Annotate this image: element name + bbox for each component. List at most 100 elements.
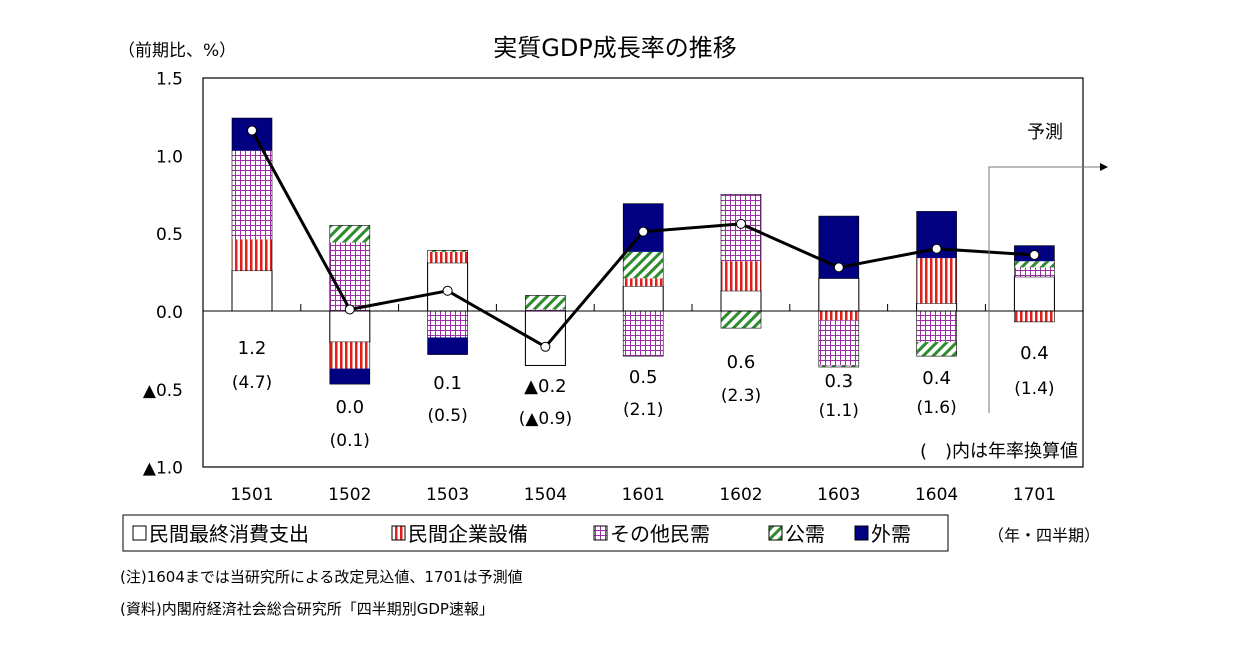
bar-1603-series-3	[818, 365, 859, 368]
bar-1604-series-2	[916, 311, 957, 343]
bar-1602-series-1	[721, 261, 761, 291]
legend-item: 民間最終消費支出	[149, 522, 309, 546]
x-tick-label: 1603	[817, 485, 860, 505]
data-label: 0.1	[433, 373, 462, 394]
bar-outline	[916, 211, 957, 357]
legend	[122, 514, 949, 552]
bar-outline	[622, 203, 664, 357]
y-tick-label: ▲0.5	[143, 381, 183, 401]
growth-point	[442, 285, 453, 296]
annual-label: (2.3)	[721, 386, 761, 406]
bar-1601-series-3	[623, 251, 664, 279]
growth-point	[1029, 249, 1040, 260]
bar-1503-series-3	[427, 250, 468, 252]
annual-label: (4.7)	[232, 373, 272, 393]
x-tick-label: 1503	[426, 485, 469, 505]
y-tick-label: 1.5	[156, 70, 183, 90]
bar-outline	[1014, 245, 1055, 323]
annual-label: (▲0.9)	[519, 409, 572, 429]
data-label: 0.3	[824, 371, 853, 392]
legend-item: その他民需	[610, 522, 710, 546]
note-2: (資料)内閣府経済社会総合研究所「四半期別GDP速報」	[120, 600, 494, 618]
bar-1701-series-2	[1014, 267, 1055, 277]
y-tick-label: 0.0	[156, 303, 183, 323]
legend-item: 公需	[785, 522, 825, 546]
x-tick-label: 1502	[328, 485, 371, 505]
bar-1504-series-2	[525, 309, 566, 311]
bar-1604-series-0	[916, 302, 958, 312]
forecast-label: 予測	[1027, 122, 1063, 143]
growth-point	[833, 262, 844, 273]
bar-1502-series-1	[329, 342, 370, 369]
bar-outline	[720, 194, 762, 329]
bar-1502-series-4	[329, 368, 370, 385]
data-label: 0.6	[727, 352, 756, 373]
bar-1501-series-0	[231, 270, 273, 312]
legend-swatch	[391, 525, 406, 541]
bar-1701-series-1	[1014, 311, 1055, 322]
annual-label: (0.1)	[330, 431, 370, 451]
legend-swatch	[132, 525, 147, 541]
bar-1603-series-2	[818, 320, 859, 366]
bar-1603-series-1	[818, 311, 859, 321]
bar-1701-series-0	[1013, 276, 1055, 312]
data-label: ▲0.2	[524, 376, 566, 397]
bar-1601-series-2	[623, 311, 664, 357]
x-tick-label: 1601	[622, 485, 665, 505]
bar-1504-series-3	[525, 295, 566, 310]
y-tick-label: 0.5	[156, 225, 183, 245]
y-tick-label: ▲1.0	[143, 459, 183, 479]
legend-swatch	[593, 525, 608, 541]
bar-1503-series-2	[427, 311, 468, 338]
bar-1502-series-2	[329, 242, 370, 311]
annual-label: (0.5)	[427, 406, 467, 426]
annual-note: ( )内は年率換算値	[920, 441, 1078, 462]
data-label: 0.0	[335, 397, 364, 418]
growth-point	[931, 243, 942, 254]
legend-item: 民間企業設備	[408, 522, 528, 546]
bar-1701-series-3	[1014, 261, 1055, 268]
annual-label: (1.6)	[916, 398, 956, 418]
forecast-arrow-icon	[1100, 163, 1108, 171]
data-label: 1.2	[238, 338, 267, 359]
annual-label: (1.1)	[819, 401, 859, 421]
chart-title: 実質GDP成長率の推移	[493, 34, 737, 62]
data-label: 0.4	[1020, 343, 1049, 364]
x-tick-label: 1701	[1013, 485, 1056, 505]
x-tick-label: 1504	[524, 485, 567, 505]
y-axis-label: （前期比、%）	[118, 41, 236, 61]
x-tick-label: 1602	[719, 485, 762, 505]
bar-1502-series-3	[329, 225, 370, 243]
bar-outline	[818, 215, 860, 368]
y-tick-label: 1.0	[156, 147, 183, 167]
x-axis-label: （年・四半期）	[988, 526, 1100, 545]
annual-label: (2.1)	[623, 400, 663, 420]
growth-point	[344, 304, 355, 315]
forecast-divider	[988, 166, 1100, 413]
bar-1501-series-2	[232, 150, 272, 240]
plot-area	[202, 77, 1084, 468]
legend-swatch	[854, 525, 869, 541]
legend-swatch	[768, 525, 783, 541]
bar-1604-series-1	[916, 258, 957, 304]
bar-1601-series-1	[623, 278, 664, 287]
growth-point	[736, 218, 746, 229]
growth-point	[638, 226, 649, 237]
bar-1503-series-4	[427, 337, 468, 355]
note-1: (注)1604までは当研究所による改定見込値、1701は予測値	[120, 568, 523, 586]
growth-point	[540, 341, 551, 352]
bar-1602-series-3	[721, 311, 761, 329]
legend-item: 外需	[871, 522, 911, 546]
x-tick-label: 1604	[915, 485, 958, 505]
bar-1602-series-0	[720, 290, 762, 312]
bar-1601-series-0	[622, 285, 664, 312]
x-tick-label: 1501	[230, 485, 273, 505]
bar-1604-series-3	[916, 342, 957, 357]
annual-label: (1.4)	[1014, 379, 1054, 399]
growth-point	[247, 125, 257, 136]
bar-1603-series-0	[818, 277, 860, 312]
bar-1503-series-1	[427, 251, 468, 263]
bar-1502-series-0	[329, 310, 371, 343]
data-label: 0.5	[629, 367, 658, 388]
